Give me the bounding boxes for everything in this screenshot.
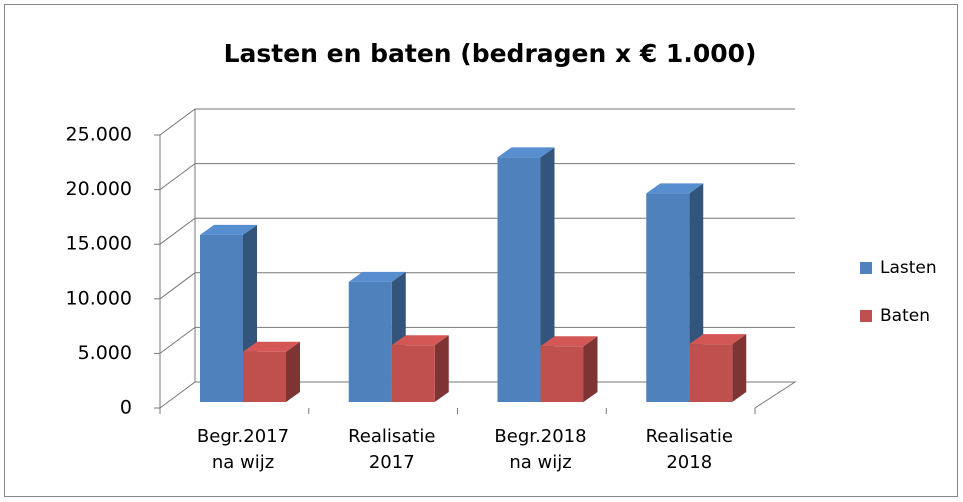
x-tick-label: Begr.2018 na wijz — [494, 426, 587, 473]
bar-top — [348, 271, 406, 282]
bar-front — [689, 344, 733, 402]
x-tick-label: Realisatie 2018 — [645, 426, 733, 473]
y-tick-label: 20.000 — [66, 178, 132, 200]
y-tick-label: 5.000 — [78, 342, 132, 364]
bar-front — [391, 345, 435, 402]
floor — [159, 381, 797, 409]
bar — [540, 336, 598, 402]
y-tick-label: 25.000 — [66, 124, 132, 146]
bar-top — [689, 334, 747, 345]
bar-front — [646, 193, 690, 402]
bar-front — [497, 157, 541, 402]
grid-line — [159, 326, 795, 354]
legend-label: Lasten — [880, 258, 937, 278]
grid-line — [159, 108, 795, 136]
bar-side — [583, 336, 598, 402]
grid-line — [159, 272, 795, 300]
bar-side — [434, 335, 449, 402]
bar-top — [200, 224, 257, 235]
bar — [689, 334, 747, 402]
bar-side — [732, 334, 747, 402]
legend-swatch — [860, 310, 872, 322]
bar-top — [646, 183, 704, 194]
x-tick-label: Realisatie 2017 — [348, 426, 436, 473]
bar-front — [540, 346, 584, 402]
bar-top — [391, 335, 449, 346]
bar-front — [200, 234, 243, 402]
bar-side — [540, 147, 555, 402]
x-tick-label: Begr.2017 na wijz — [196, 426, 290, 473]
bar-front — [348, 281, 392, 402]
grid-line — [159, 163, 795, 191]
bar — [497, 147, 555, 402]
y-tick-label: 15.000 — [66, 233, 132, 255]
bar-top — [497, 147, 555, 158]
bar — [391, 335, 449, 402]
legend-label: Baten — [880, 306, 930, 326]
grid-line — [159, 217, 795, 245]
bar-top — [243, 341, 300, 352]
bar-side — [286, 341, 300, 402]
bar-top — [540, 336, 598, 347]
bar-front — [243, 351, 286, 402]
y-tick-label: 0 — [120, 397, 132, 419]
y-tick-label: 10.000 — [66, 287, 132, 309]
chart-title: Lasten en baten (bedragen x € 1.000) — [224, 39, 757, 68]
bar — [243, 341, 300, 402]
chart-border — [4, 4, 958, 497]
legend-swatch — [860, 262, 872, 274]
